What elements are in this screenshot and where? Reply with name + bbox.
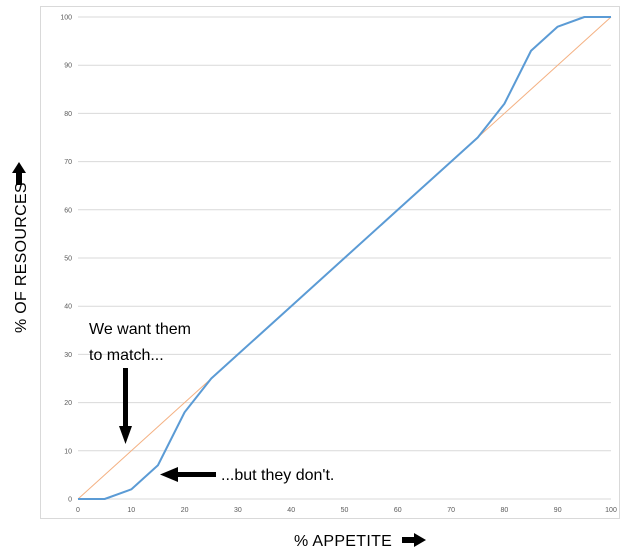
y-tick-label: 0 <box>68 497 72 504</box>
x-tick-label: 10 <box>127 507 135 514</box>
y-tick-label: 30 <box>64 352 72 359</box>
y-tick-label: 100 <box>60 15 72 22</box>
y-tick-label: 80 <box>64 111 72 118</box>
x-tick-label: 100 <box>605 507 617 514</box>
x-tick-label: 50 <box>341 507 349 514</box>
y-axis-title: % OF RESOURCES <box>13 182 30 333</box>
series-lines <box>77 16 612 500</box>
y-tick-label: 50 <box>64 256 72 263</box>
y-tick-label: 60 <box>64 207 72 214</box>
x-tick-label: 0 <box>76 507 80 514</box>
y-tick-labels: 0 10 20 30 40 50 60 70 80 90 100 <box>60 15 72 504</box>
y-tick-label: 90 <box>64 63 72 70</box>
x-tick-label: 80 <box>501 507 509 514</box>
gridlines <box>78 16 611 500</box>
x-tick-label: 20 <box>181 507 189 514</box>
series-line-actual <box>78 16 611 500</box>
x-tick-label: 40 <box>287 507 295 514</box>
x-tick-label: 60 <box>394 507 402 514</box>
x-tick-label: 70 <box>447 507 455 514</box>
x-tick-label: 30 <box>234 507 242 514</box>
y-tick-label: 40 <box>64 304 72 311</box>
y-tick-label: 20 <box>64 400 72 407</box>
annotation-dont: ...but they don't. <box>221 467 334 484</box>
chart-frame <box>40 6 620 519</box>
up-arrow-icon <box>12 162 26 185</box>
annotation-want-line-2: to match... <box>89 347 164 364</box>
x-tick-labels: 0 10 20 30 40 50 60 70 80 90 100 <box>76 507 617 514</box>
x-axis-title: % APPETITE <box>294 533 392 548</box>
left-arrow-icon <box>160 467 216 482</box>
annotation-want-line-1: We want them <box>89 321 191 338</box>
right-arrow-icon <box>402 533 426 547</box>
x-tick-label: 90 <box>554 507 562 514</box>
y-tick-label: 10 <box>64 448 72 455</box>
down-arrow-icon <box>119 368 132 444</box>
y-tick-label: 70 <box>64 159 72 166</box>
